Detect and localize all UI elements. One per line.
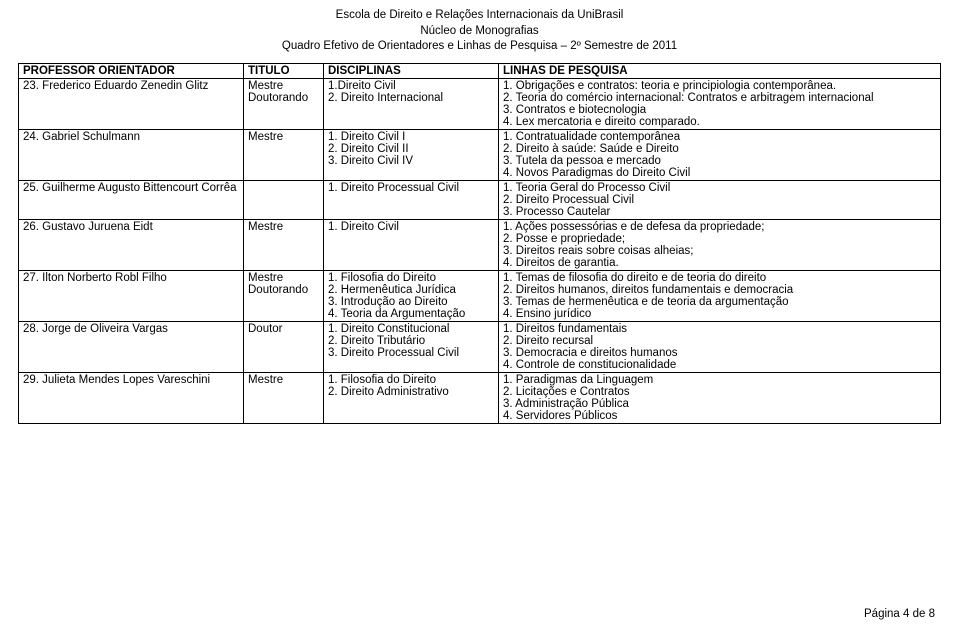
header-line-1: Escola de Direito e Relações Internacion… [18,8,941,24]
cell-titulo: Mestre Doutorando [244,270,324,321]
cell-professor: 27. Ilton Norberto Robl Filho [19,270,244,321]
cell-disciplinas: 1. Direito Constitucional 2. Direito Tri… [324,321,499,372]
cell-linhas: 1. Ações possessórias e de defesa da pro… [499,219,941,270]
header-line-2: Núcleo de Monografias [18,24,941,40]
col-linhas: LINHAS DE PESQUISA [499,63,941,78]
orientadores-table: PROFESSOR ORIENTADOR TITULO DISCIPLINAS … [18,63,941,424]
table-row: 26. Gustavo Juruena Eidt Mestre 1. Direi… [19,219,941,270]
table-row: 28. Jorge de Oliveira Vargas Doutor 1. D… [19,321,941,372]
table-row: 25. Guilherme Augusto Bittencourt Corrêa… [19,180,941,219]
cell-professor: 23. Frederico Eduardo Zenedin Glitz [19,78,244,129]
cell-titulo: Mestre Doutorando [244,78,324,129]
cell-professor: 25. Guilherme Augusto Bittencourt Corrêa [19,180,244,219]
cell-disciplinas: 1.Direito Civil 2. Direito Internacional [324,78,499,129]
table-header-row: PROFESSOR ORIENTADOR TITULO DISCIPLINAS … [19,63,941,78]
col-professor: PROFESSOR ORIENTADOR [19,63,244,78]
col-disciplinas: DISCIPLINAS [324,63,499,78]
cell-titulo: Mestre [244,372,324,423]
col-titulo: TITULO [244,63,324,78]
table-row: 29. Julieta Mendes Lopes Vareschini Mest… [19,372,941,423]
cell-titulo [244,180,324,219]
cell-professor: 29. Julieta Mendes Lopes Vareschini [19,372,244,423]
document-header: Escola de Direito e Relações Internacion… [18,8,941,55]
cell-disciplinas: 1. Direito Processual Civil [324,180,499,219]
table-row: 27. Ilton Norberto Robl Filho Mestre Dou… [19,270,941,321]
cell-titulo: Doutor [244,321,324,372]
cell-professor: 28. Jorge de Oliveira Vargas [19,321,244,372]
cell-titulo: Mestre [244,219,324,270]
cell-disciplinas: 1. Filosofia do Direito 2. Hermenêutica … [324,270,499,321]
cell-linhas: 1. Paradigmas da Linguagem 2. Licitações… [499,372,941,423]
cell-linhas: 1. Direitos fundamentais 2. Direito recu… [499,321,941,372]
table-row: 23. Frederico Eduardo Zenedin Glitz Mest… [19,78,941,129]
cell-professor: 24. Gabriel Schulmann [19,129,244,180]
cell-linhas: 1. Temas de filosofia do direito e de te… [499,270,941,321]
cell-linhas: 1. Contratualidade contemporânea 2. Dire… [499,129,941,180]
cell-disciplinas: 1. Direito Civil I 2. Direito Civil II 3… [324,129,499,180]
cell-disciplinas: 1. Filosofia do Direito 2. Direito Admin… [324,372,499,423]
cell-professor: 26. Gustavo Juruena Eidt [19,219,244,270]
cell-disciplinas: 1. Direito Civil [324,219,499,270]
page-number: Página 4 de 8 [864,608,935,620]
cell-titulo: Mestre [244,129,324,180]
header-line-3: Quadro Efetivo de Orientadores e Linhas … [18,39,941,55]
cell-linhas: 1. Obrigações e contratos: teoria e prin… [499,78,941,129]
cell-linhas: 1. Teoria Geral do Processo Civil 2. Dir… [499,180,941,219]
table-row: 24. Gabriel Schulmann Mestre 1. Direito … [19,129,941,180]
